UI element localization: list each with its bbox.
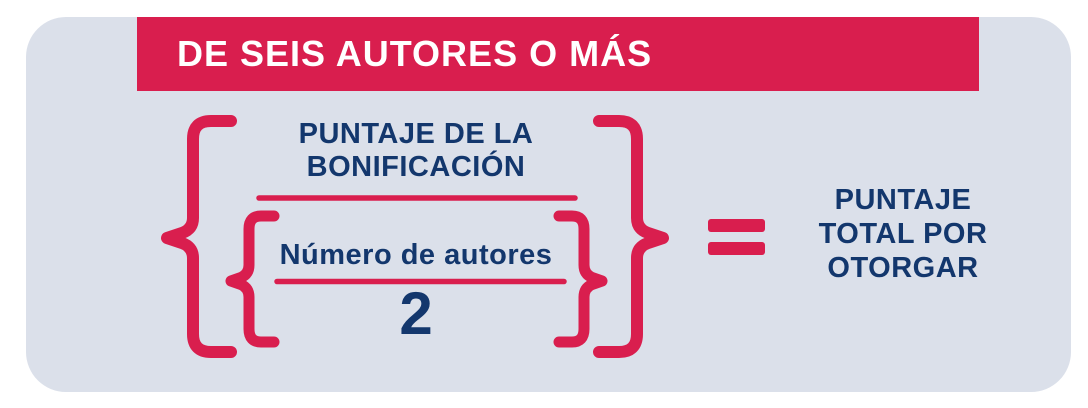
result-line1: PUNTAJE bbox=[834, 184, 972, 216]
result-label: PUNTAJE TOTAL POR OTORGAR bbox=[770, 183, 1036, 285]
header-bar: DE SEIS AUTORES O MÁS bbox=[137, 17, 979, 91]
header-title: DE SEIS AUTORES O MÁS bbox=[177, 33, 653, 74]
numerator-line2: BONIFICACIÓN bbox=[306, 151, 526, 183]
result-line3: OTORGAR bbox=[827, 252, 979, 284]
numerator-line1: PUNTAJE DE LA bbox=[298, 118, 534, 150]
inner-fraction-numerator-label: Número de autores bbox=[279, 239, 553, 271]
inner-fraction-denominator-value: 2 bbox=[399, 280, 433, 347]
result-line2: TOTAL POR bbox=[818, 218, 988, 250]
numerator-label: PUNTAJE DE LA BONIFICACIÓN bbox=[233, 118, 599, 184]
